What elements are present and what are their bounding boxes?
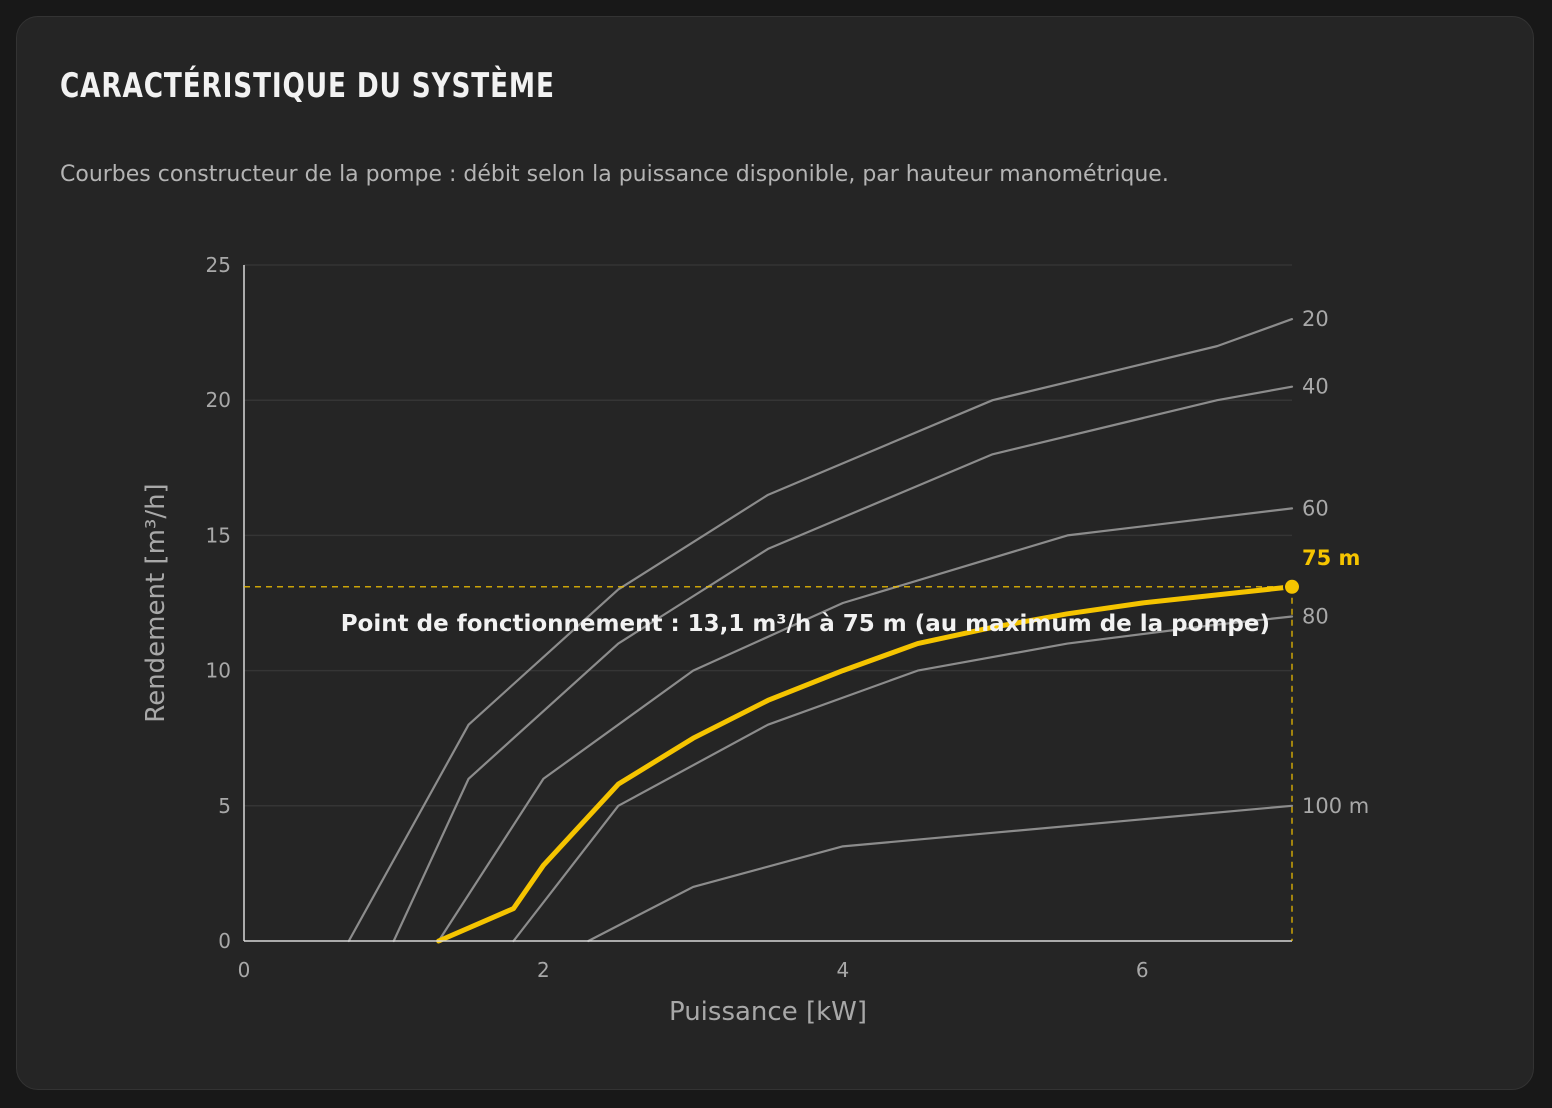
series-label-100-m: 100 m xyxy=(1302,794,1369,818)
chart-card xyxy=(16,16,1534,1090)
tick-labels: 0 5 10 15 20 25 0 2 4 6 xyxy=(206,253,1149,982)
series-label-20: 20 xyxy=(1302,307,1329,331)
operating-point-marker xyxy=(1283,577,1301,596)
series-label-60: 60 xyxy=(1302,496,1329,520)
x-axis-label: Puissance [kW] xyxy=(669,997,867,1027)
series-line-80 xyxy=(512,615,1294,943)
series-line-20 xyxy=(347,317,1294,943)
y-tick-label-15: 15 xyxy=(206,523,231,547)
y-tick-label-0: 0 xyxy=(218,929,231,953)
series-line-60 xyxy=(437,507,1294,943)
series-line-40 xyxy=(392,385,1294,943)
operating-point-label: Point de fonctionnement : 13,1 m³/h à 75… xyxy=(341,611,1270,637)
grid-lines xyxy=(244,264,1292,807)
x-tick-label-2: 2 xyxy=(537,958,550,982)
series-label-80: 80 xyxy=(1302,605,1329,629)
annotations: Point de fonctionnement : 13,1 m³/h à 75… xyxy=(244,577,1301,941)
card-title: Caractéristique du système xyxy=(60,66,555,106)
y-tick-label-10: 10 xyxy=(206,659,231,683)
series-label-40: 40 xyxy=(1302,375,1329,399)
series-label-75-m: 75 m xyxy=(1302,546,1360,570)
series-labels: 20 40 60 75 m 80 100 m xyxy=(1302,307,1369,818)
y-axis-label: Rendement [m³/h] xyxy=(141,483,171,722)
y-tick-label-25: 25 xyxy=(206,253,231,277)
y-tick-label-5: 5 xyxy=(218,794,231,818)
series-line-75-m xyxy=(436,584,1295,944)
card-subtitle: Courbes constructeur de la pompe : débit… xyxy=(60,162,1169,187)
series-lines xyxy=(347,317,1295,944)
x-tick-label-6: 6 xyxy=(1136,958,1149,982)
y-tick-label-20: 20 xyxy=(206,388,231,412)
axes xyxy=(243,265,1292,942)
x-tick-label-0: 0 xyxy=(238,958,251,982)
x-tick-label-4: 4 xyxy=(836,958,849,982)
series-line-100-m xyxy=(587,804,1294,943)
